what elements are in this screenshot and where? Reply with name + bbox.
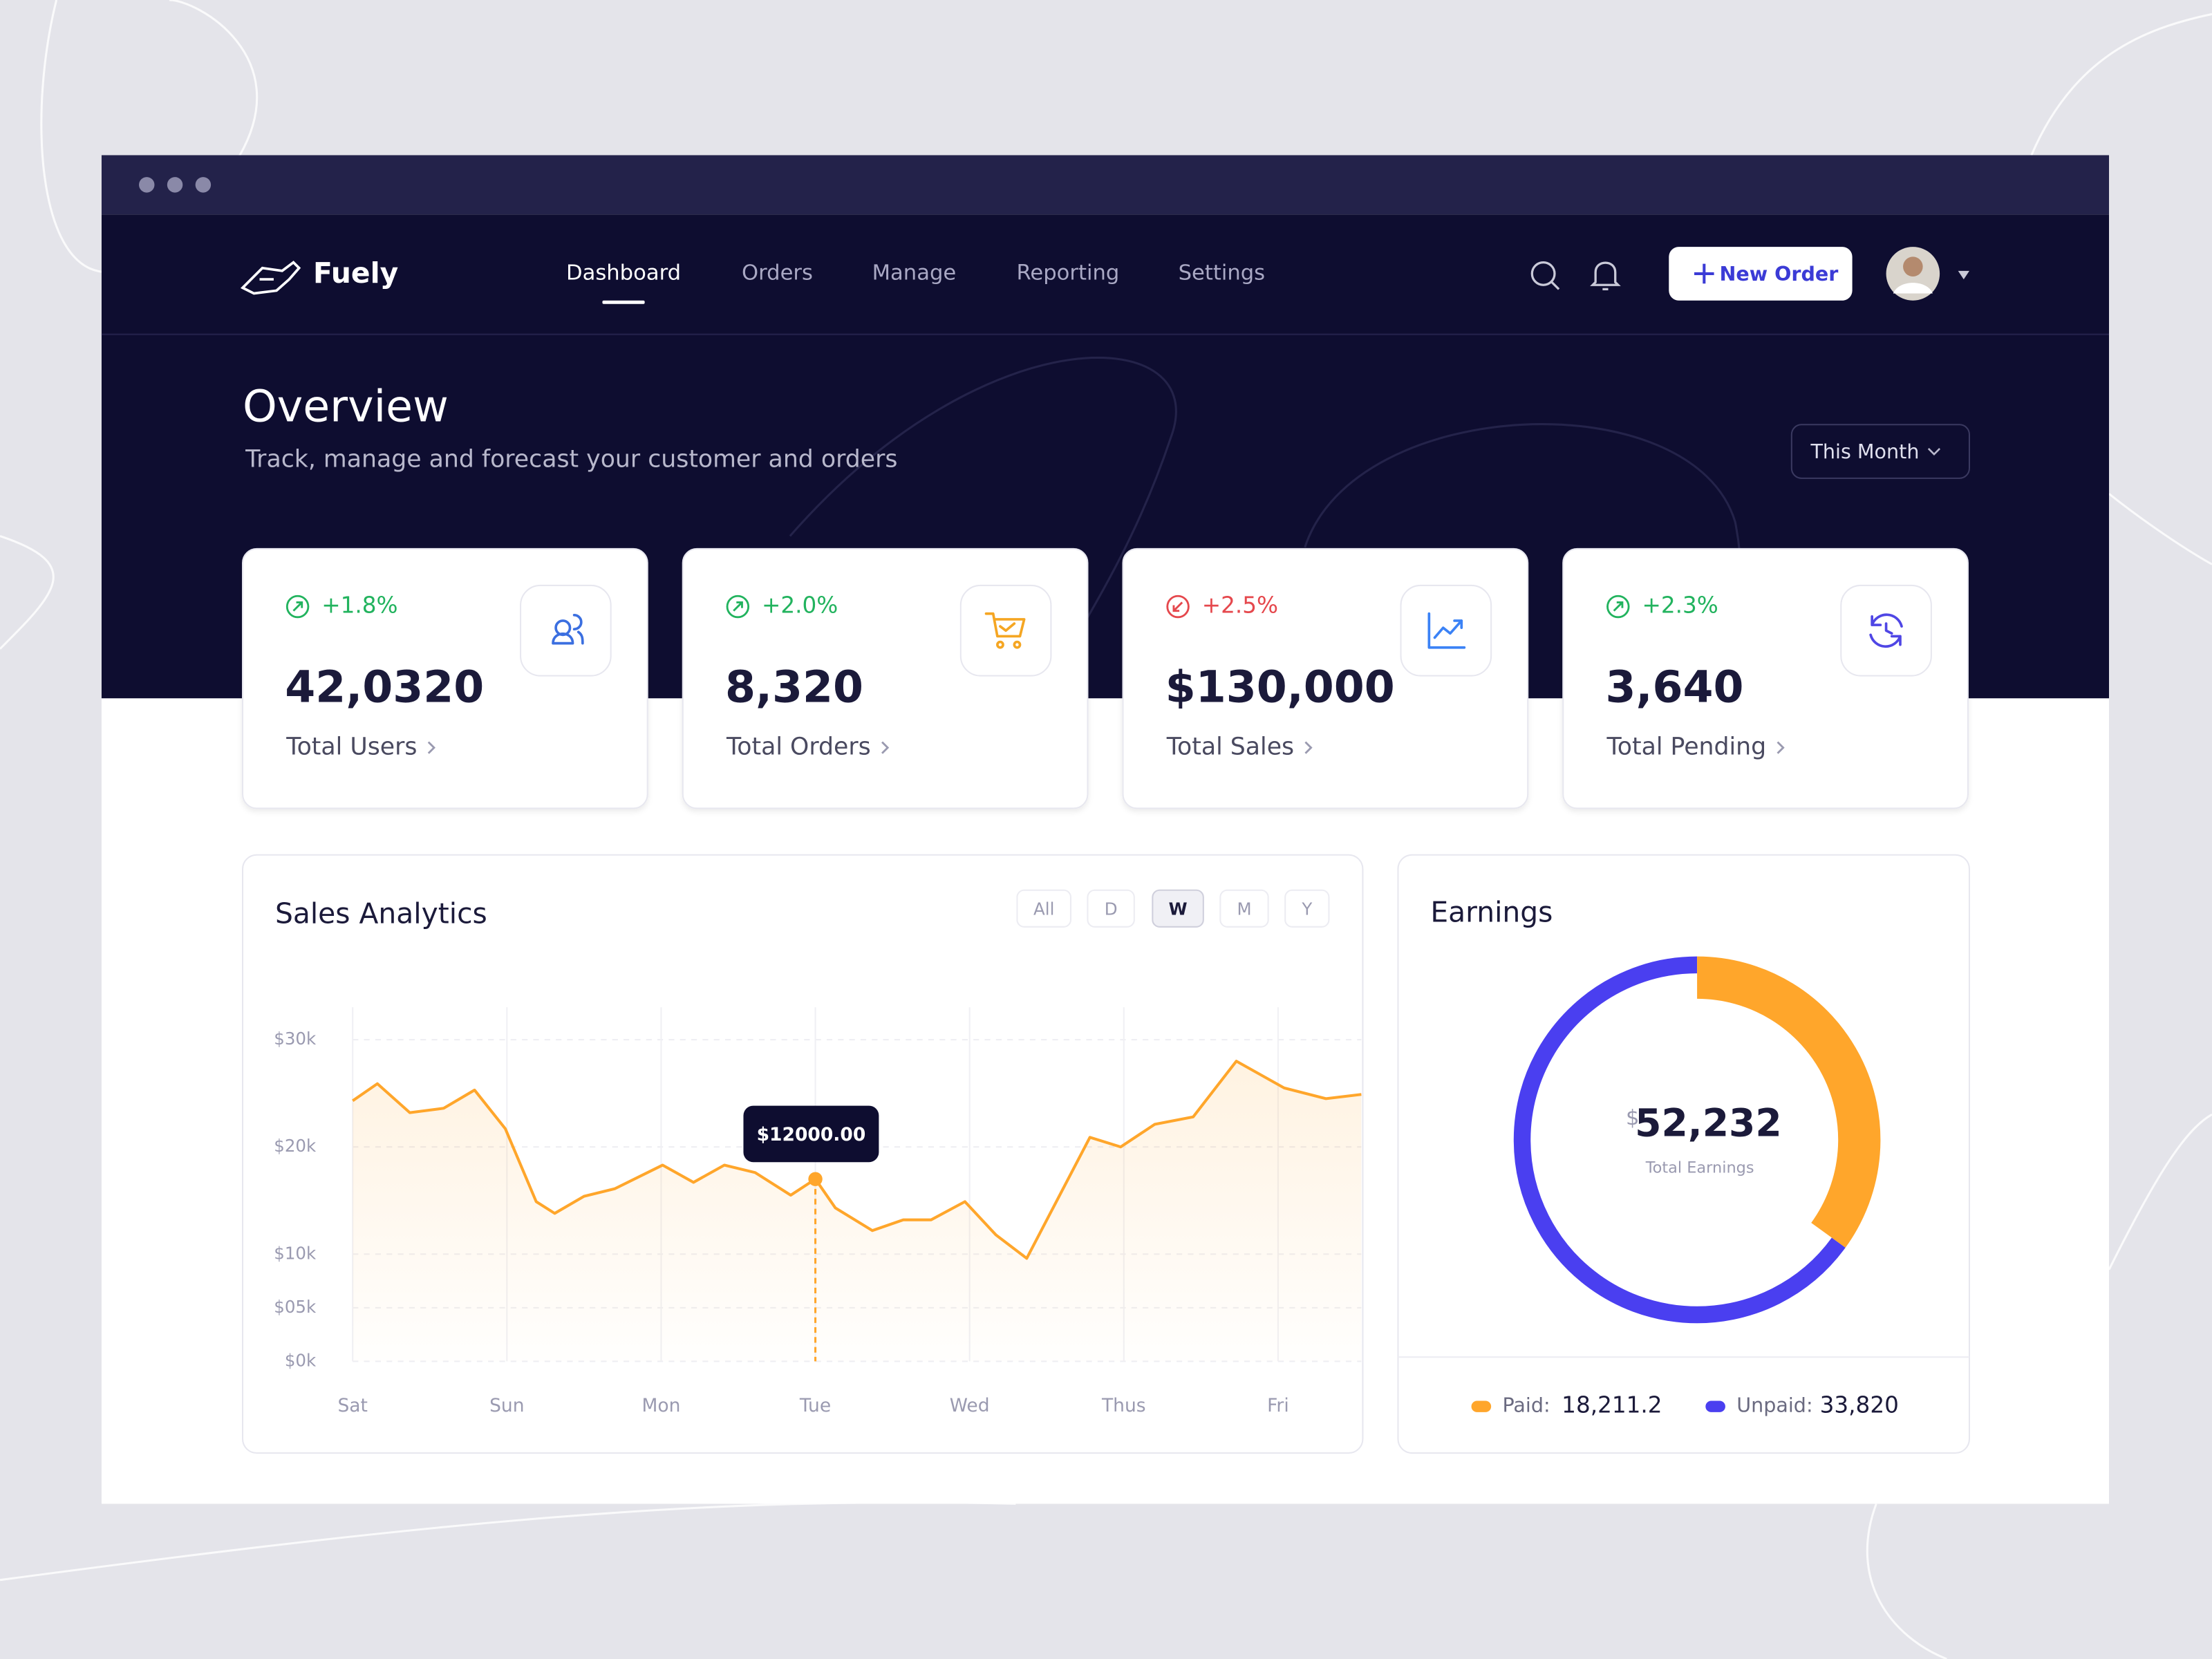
new-order-button[interactable] — [1669, 247, 1853, 301]
stat-value: 8,320 — [725, 662, 863, 713]
x-tick-label: Wed — [950, 1395, 990, 1416]
earnings-card — [1397, 854, 1970, 1454]
legend-value-unpaid: 33,820 — [1820, 1392, 1899, 1418]
nav-item[interactable]: Manage — [872, 261, 957, 285]
y-tick-label: $05k — [274, 1297, 317, 1317]
stat-chevron[interactable] — [1777, 741, 1785, 754]
donut-unpaid — [1513, 956, 1846, 1324]
overview-title: Overview — [243, 380, 449, 431]
stat-icon — [984, 612, 1026, 649]
trend-arrow — [733, 601, 743, 612]
earnings-title: Earnings — [1430, 895, 1553, 928]
overview-subtitle: Track, manage and forecast your customer… — [245, 445, 897, 473]
stat-label: Total Sales — [1166, 733, 1294, 761]
avatar-face — [1903, 256, 1923, 276]
x-tick-label: Sun — [489, 1395, 524, 1416]
legend-label-paid: Paid: — [1502, 1394, 1550, 1417]
range-button[interactable] — [1219, 889, 1269, 928]
stat-chevron[interactable] — [427, 741, 435, 754]
period-select[interactable] — [1790, 424, 1970, 479]
stat-label: Total Pending — [1606, 733, 1766, 761]
range-button[interactable] — [1016, 889, 1071, 928]
trend-arrow — [1172, 601, 1183, 612]
stat-icon — [552, 613, 584, 645]
legend-value-paid: 18,211.2 — [1562, 1392, 1662, 1418]
trend-icon — [285, 594, 310, 619]
window-dot[interactable] — [167, 177, 183, 193]
nav-item[interactable]: Orders — [742, 261, 813, 285]
tooltip-box — [743, 1105, 879, 1163]
x-tick-label: Thus — [1101, 1395, 1146, 1416]
stat-value: 3,640 — [1605, 662, 1743, 713]
stat-change: +2.3% — [1642, 592, 1718, 619]
stat-label: Total Users — [285, 733, 417, 761]
search-icon[interactable] — [1530, 261, 1556, 286]
currency-symbol: $ — [1626, 1106, 1639, 1130]
avatar-caret[interactable] — [1958, 270, 1969, 280]
nav-item[interactable]: Dashboard — [566, 261, 681, 285]
new-order-label[interactable]: New Order — [1720, 262, 1839, 285]
range-button[interactable] — [1152, 889, 1204, 928]
stat-label: Total Orders — [726, 733, 871, 761]
stat-change: +2.0% — [762, 592, 838, 619]
bell-icon[interactable] — [1590, 261, 1621, 291]
trend-arrow — [292, 601, 303, 612]
title-bar — [101, 155, 2110, 215]
x-tick-label: Tue — [799, 1395, 831, 1416]
y-tick-label: $20k — [274, 1136, 317, 1156]
earnings-total: 52,232 — [1635, 1101, 1782, 1145]
sales-area — [353, 1061, 1362, 1362]
stat-chevron[interactable] — [1304, 741, 1313, 754]
stat-icon — [1427, 612, 1466, 649]
sales-title: Sales Analytics — [275, 897, 487, 930]
stat-chevron[interactable] — [881, 741, 890, 754]
x-tick-label: Mon — [641, 1395, 680, 1416]
x-tick-label: Sat — [337, 1395, 367, 1416]
stat-change: +1.8% — [321, 592, 397, 619]
stat-value: 42,0320 — [285, 662, 484, 713]
trend-icon — [726, 594, 750, 619]
stat-change: +2.5% — [1202, 592, 1278, 619]
logo[interactable] — [240, 261, 301, 295]
legend-swatch-paid — [1471, 1400, 1492, 1412]
stat-value: $130,000 — [1165, 662, 1395, 713]
period-label[interactable]: This Month — [1810, 440, 1919, 463]
legend-label-unpaid: Unpaid: — [1736, 1394, 1812, 1417]
search-icon-handle — [1550, 281, 1560, 290]
trend-icon — [1166, 594, 1190, 619]
y-tick-label: $10k — [274, 1243, 317, 1263]
trend-icon — [1606, 594, 1630, 619]
period-caret — [1927, 448, 1941, 456]
range-label[interactable]: W — [1169, 899, 1188, 919]
nav-item[interactable]: Reporting — [1016, 261, 1119, 285]
stat-icon — [1869, 613, 1903, 648]
brand[interactable]: Fuely — [313, 256, 398, 290]
y-tick-label: $0k — [285, 1350, 317, 1370]
nav-active-underline — [602, 300, 645, 304]
window-dot[interactable] — [195, 177, 212, 193]
range-label[interactable]: D — [1105, 899, 1118, 919]
donut-paid — [1696, 956, 1881, 1248]
tooltip-point — [808, 1172, 823, 1186]
tooltip-label: $12000.00 — [757, 1124, 866, 1145]
earnings-total-label: Total Earnings — [1645, 1159, 1754, 1177]
range-label[interactable]: Y — [1301, 899, 1312, 919]
window-dot[interactable] — [139, 177, 155, 193]
legend-swatch-unpaid — [1705, 1400, 1725, 1412]
range-label[interactable]: M — [1237, 899, 1251, 919]
y-tick-label: $30k — [274, 1029, 317, 1049]
avatar-body — [1893, 283, 1933, 294]
range-label[interactable]: All — [1033, 899, 1054, 919]
range-button[interactable] — [1087, 889, 1135, 928]
plus-icon — [1694, 263, 1714, 284]
x-tick-label: Fri — [1267, 1395, 1289, 1416]
trend-arrow — [1613, 601, 1624, 612]
nav-item[interactable]: Settings — [1179, 261, 1266, 285]
range-button[interactable] — [1284, 889, 1330, 928]
stat-icon-box — [520, 584, 612, 677]
